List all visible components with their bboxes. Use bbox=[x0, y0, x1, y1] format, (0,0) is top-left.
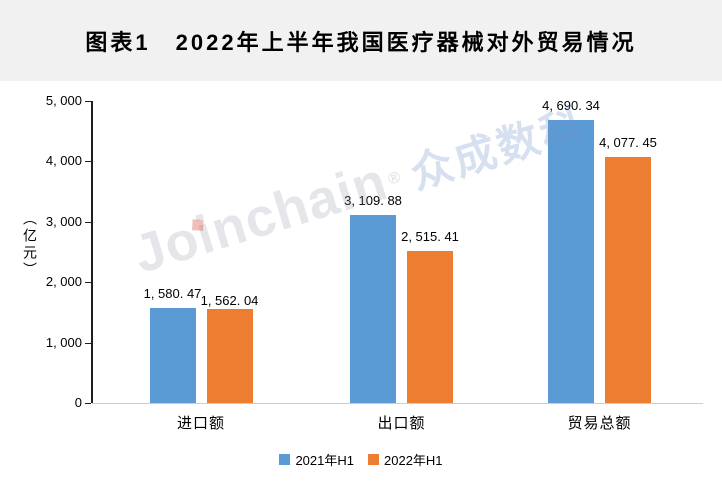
bar-value-label-2021h1-export: 3, 109. 88 bbox=[344, 193, 402, 209]
bar-value-label-2021h1-total: 4, 690. 34 bbox=[542, 97, 600, 113]
legend-label-2021h1: 2021年H1 bbox=[295, 453, 354, 468]
y-tick-label-1000: 1, 000 bbox=[45, 334, 82, 350]
watermark-registered-icon: ® bbox=[386, 168, 403, 189]
y-tick-label-5000: 5, 000 bbox=[45, 93, 82, 108]
y-tick-label-0: 0 bbox=[74, 395, 82, 410]
y-tick-mark bbox=[85, 221, 91, 223]
legend-item-2022h1: 2022年H1 bbox=[368, 450, 443, 469]
chart-title-bar: 图表1 2022年上半年我国医疗器械对外贸易情况 bbox=[0, 0, 722, 81]
y-tick-mark bbox=[85, 161, 91, 163]
y-axis-line bbox=[91, 101, 93, 403]
bar-2022h1-import bbox=[206, 308, 253, 403]
y-axis-unit-label: （亿元） bbox=[22, 211, 38, 279]
bar-2021h1-total bbox=[548, 119, 594, 403]
bar-2022h1-export bbox=[407, 251, 453, 403]
y-tick-mark bbox=[85, 101, 91, 102]
y-tick-label-2000: 2, 000 bbox=[45, 274, 82, 290]
y-tick-mark bbox=[85, 282, 91, 284]
bar-2021h1-export bbox=[350, 215, 396, 403]
watermark-i-dot bbox=[192, 219, 204, 231]
y-tick-label-4000: 4, 000 bbox=[45, 153, 82, 169]
bar-value-label-2021h1-import: 1, 580. 47 bbox=[143, 285, 202, 301]
legend-item-2021h1: 2021年H1 bbox=[279, 450, 354, 469]
category-label-export: 出口额 bbox=[377, 415, 426, 432]
bar-2022h1-total bbox=[605, 156, 651, 403]
category-label-import: 进口额 bbox=[176, 415, 226, 432]
x-axis-line bbox=[92, 403, 703, 404]
category-label-total: 贸易总额 bbox=[567, 415, 632, 432]
y-tick-mark bbox=[85, 403, 91, 404]
bar-2021h1-import bbox=[149, 307, 196, 403]
bar-value-label-2022h1-export: 2, 515. 41 bbox=[401, 229, 459, 245]
bar-value-label-2022h1-import: 1, 562. 04 bbox=[200, 292, 259, 308]
legend-swatch-2022h1-icon bbox=[368, 454, 379, 465]
y-tick-label-3000: 3, 000 bbox=[45, 213, 82, 229]
legend: 2021年H1 2022年H1 bbox=[0, 450, 722, 469]
legend-swatch-2021h1-icon bbox=[279, 454, 291, 465]
chart-title: 图表1 2022年上半年我国医疗器械对外贸易情况 bbox=[85, 29, 637, 55]
y-tick-mark bbox=[85, 342, 91, 344]
legend-label-2022h1: 2022年H1 bbox=[384, 453, 443, 468]
bar-value-label-2022h1-total: 4, 077. 45 bbox=[599, 134, 657, 150]
